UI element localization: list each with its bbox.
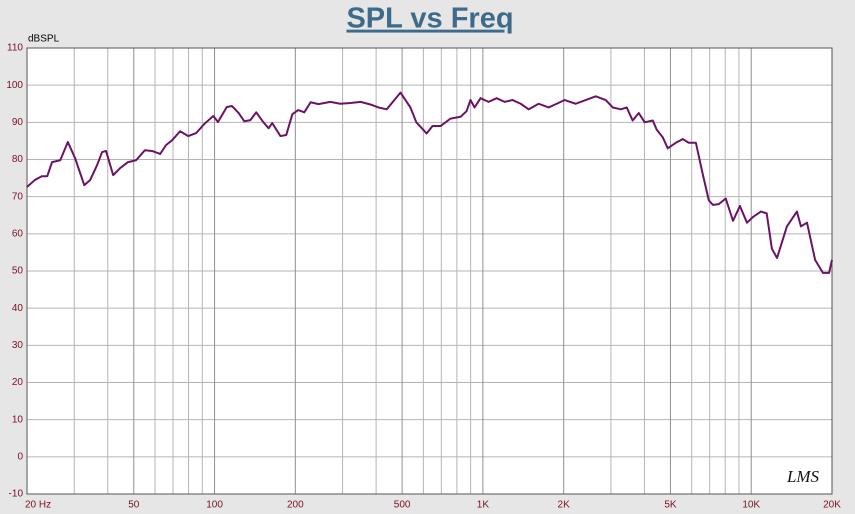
x-tick-label: 20K — [823, 500, 841, 511]
x-tick-label: 10K — [742, 500, 760, 511]
x-tick-label: 20 Hz — [25, 500, 51, 511]
x-tick-label: 50 — [128, 500, 140, 511]
y-tick-label: 30 — [12, 340, 24, 351]
plot-frame — [26, 47, 833, 495]
y-tick-label: 110 — [7, 43, 23, 54]
y-tick-label: 0 — [17, 451, 23, 462]
spl-line — [26, 91, 833, 274]
y-tick-label: 10 — [12, 414, 24, 425]
y-tick-label: 100 — [6, 80, 23, 91]
x-tick-label: 100 — [206, 500, 223, 511]
watermark: LMS — [786, 467, 820, 486]
y-tick-label: 50 — [12, 266, 24, 277]
x-tick-label: 200 — [287, 500, 304, 511]
x-tick-label: 1K — [477, 500, 490, 511]
y-tick-label: -10 — [9, 489, 24, 500]
y-tick-label: 60 — [12, 228, 24, 239]
y-axis-label: dBSPL — [28, 34, 60, 45]
y-tick-label: 20 — [12, 377, 24, 388]
y-tick-label: 40 — [12, 303, 24, 314]
y-tick-label: 90 — [12, 117, 24, 128]
chart-title: SPL vs Freq — [346, 3, 513, 35]
y-tick-label: 80 — [12, 154, 24, 165]
y-tick-label: 70 — [12, 191, 24, 202]
x-tick-label: 2K — [558, 500, 571, 511]
x-tick-label: 5K — [664, 500, 677, 511]
x-tick-label: 500 — [394, 500, 411, 511]
